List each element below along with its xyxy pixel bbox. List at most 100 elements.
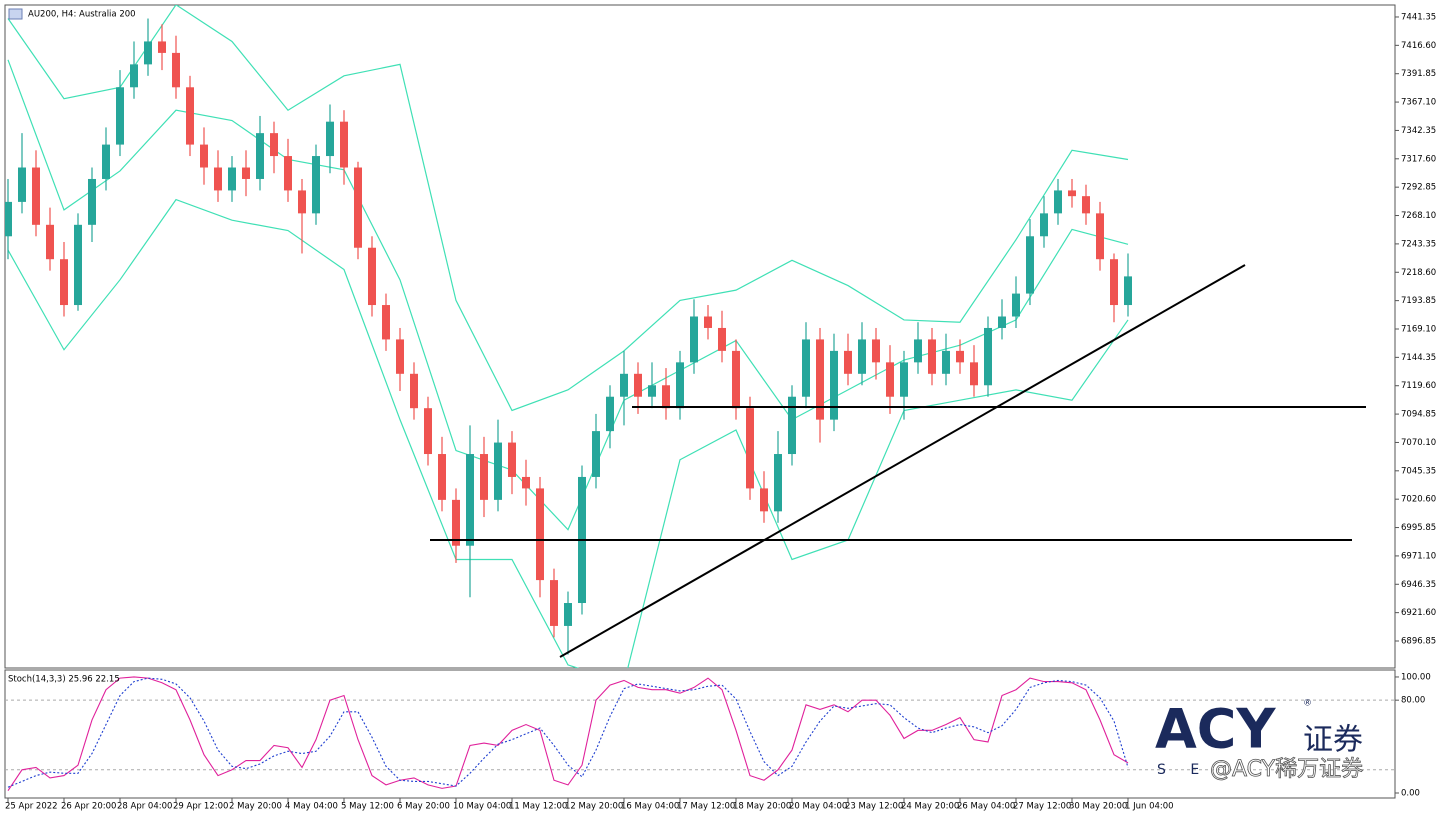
candle-body xyxy=(956,350,964,363)
candle-body xyxy=(410,373,418,409)
candle-body xyxy=(60,259,68,306)
y-tick-label: 7243.35 xyxy=(1401,239,1436,249)
candle-body xyxy=(452,499,460,546)
candle-body xyxy=(340,121,348,168)
bollinger-band xyxy=(7,198,1129,668)
candle-body xyxy=(662,385,670,409)
candle-body xyxy=(298,190,306,214)
candle-body xyxy=(564,603,572,626)
y-tick-label: 7169.10 xyxy=(1401,324,1436,334)
candle-body xyxy=(228,167,236,191)
x-tick-label: 26 May 04:00 xyxy=(957,802,1015,812)
candle-body xyxy=(130,64,138,88)
candle-body xyxy=(536,488,544,581)
candle-body xyxy=(900,362,908,397)
candle-body xyxy=(326,121,334,157)
watermark-mark: ® xyxy=(1303,699,1312,709)
candle-body xyxy=(634,373,642,397)
x-tick-label: 12 May 20:00 xyxy=(565,802,623,812)
y-tick-label: 100.00 xyxy=(1401,672,1431,682)
candle-body xyxy=(774,454,782,512)
symbol-icon xyxy=(8,8,23,20)
candle-body xyxy=(914,339,922,363)
candle-body xyxy=(830,350,838,420)
x-tick-label: 2 May 20:00 xyxy=(229,802,282,812)
x-tick-label: 26 Apr 20:00 xyxy=(61,802,116,812)
x-tick-label: 25 Apr 2022 xyxy=(5,802,58,812)
candle-body xyxy=(46,224,54,260)
watermark-handle: @ACY稀万证券 xyxy=(1210,757,1363,782)
y-tick-label: 6896.85 xyxy=(1401,637,1436,647)
candle-body xyxy=(466,454,474,546)
x-tick-label: 18 May 20:00 xyxy=(733,802,791,812)
candle-body xyxy=(816,339,824,420)
candles-layer xyxy=(5,18,1132,655)
y-tick-label: 7193.85 xyxy=(1401,296,1436,306)
candle-body xyxy=(382,305,390,340)
candle-body xyxy=(718,327,726,351)
y-tick-label: 7342.35 xyxy=(1401,126,1436,136)
candle-body xyxy=(438,454,446,500)
stoch-title: Stoch(14,3,3) 25.96 22.15 xyxy=(8,675,120,685)
y-tick-label: 0.00 xyxy=(1401,789,1420,799)
trend-line xyxy=(559,264,1246,658)
candle-body xyxy=(368,247,376,306)
axes-layer: 7441.35 7416.60 7391.85 7367.10 7342.35 7317.… xyxy=(5,12,1436,811)
y-tick-label: 7416.60 xyxy=(1401,41,1436,51)
candle-body xyxy=(704,316,712,328)
candle-body xyxy=(998,316,1006,328)
y-tick-label: 6995.85 xyxy=(1401,523,1436,533)
candle-body xyxy=(214,167,222,191)
candle-body xyxy=(1096,213,1104,260)
x-tick-label: 30 May 20:00 xyxy=(1069,802,1127,812)
watermark-letters: S E xyxy=(1157,762,1209,778)
candle-body xyxy=(32,167,40,225)
y-tick-label: 7070.10 xyxy=(1401,438,1436,448)
candle-body xyxy=(872,339,880,363)
candle-body xyxy=(522,476,530,489)
candle-body xyxy=(970,362,978,386)
x-tick-label: 17 May 12:00 xyxy=(677,802,735,812)
candle-body xyxy=(158,41,166,53)
y-tick-label: 7094.85 xyxy=(1401,410,1436,420)
y-tick-label: 6921.60 xyxy=(1401,608,1436,618)
x-tick-label: 29 Apr 12:00 xyxy=(173,802,228,812)
candle-body xyxy=(284,156,292,191)
candle-body xyxy=(18,167,26,202)
y-tick-label: 6971.10 xyxy=(1401,551,1436,561)
y-tick-label: 7367.10 xyxy=(1401,98,1436,108)
stoch-layer xyxy=(5,676,1395,791)
x-tick-label: 5 May 12:00 xyxy=(341,802,394,812)
candle-body xyxy=(928,339,936,374)
candle-body xyxy=(1012,293,1020,317)
stoch-panel xyxy=(4,669,1396,799)
candle-body xyxy=(116,87,124,145)
watermark-name: 证券 xyxy=(1303,723,1363,758)
main-panel xyxy=(4,4,1396,669)
candle-body xyxy=(844,350,852,374)
candle-body xyxy=(508,442,516,477)
candle-body xyxy=(676,362,684,409)
candle-body xyxy=(144,41,152,65)
candle-body xyxy=(802,339,810,397)
chart-title: AU200, H4: Australia 200 xyxy=(28,10,136,20)
x-tick-label: 6 May 20:00 xyxy=(397,802,450,812)
bands-layer xyxy=(7,5,1129,668)
y-tick-label: 7020.60 xyxy=(1401,495,1436,505)
candle-body xyxy=(984,327,992,386)
candle-body xyxy=(648,385,656,397)
candle-body xyxy=(74,224,82,306)
stoch-line xyxy=(7,676,1129,791)
candle-body xyxy=(1082,196,1090,214)
candle-body xyxy=(102,144,110,179)
y-tick-label: 7144.35 xyxy=(1401,353,1436,363)
candle-body xyxy=(732,350,740,409)
y-tick-label: 7391.85 xyxy=(1401,69,1436,79)
candle-body xyxy=(270,133,278,157)
x-tick-label: 11 May 12:00 xyxy=(509,802,567,812)
x-tick-label: 16 May 04:00 xyxy=(621,802,679,812)
x-tick-label: 4 May 04:00 xyxy=(285,802,338,812)
